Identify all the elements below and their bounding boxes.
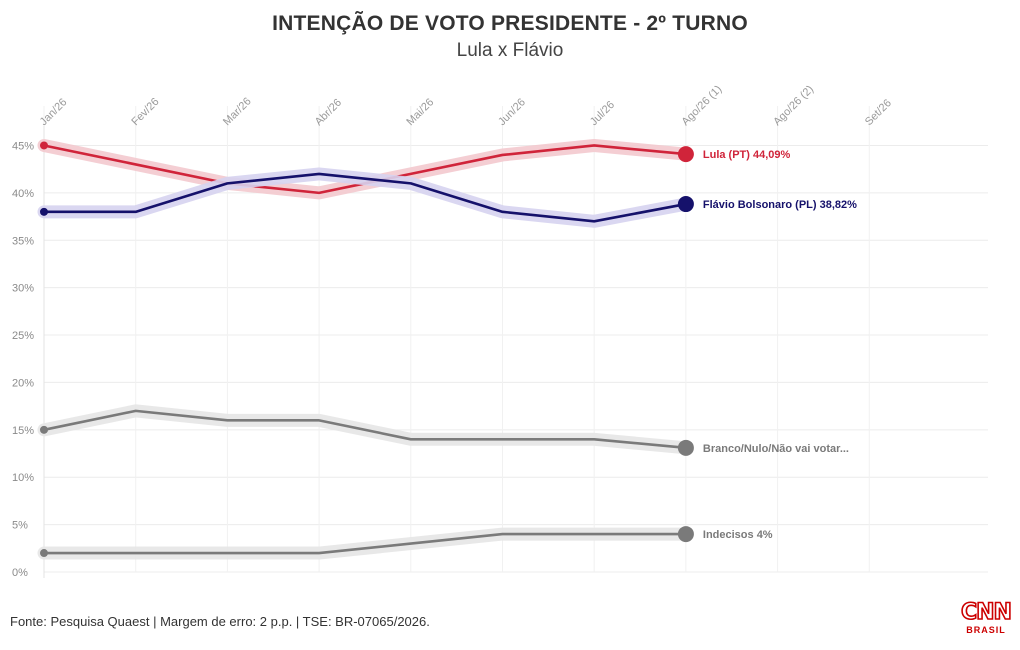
y-tick-label: 25% [12,330,34,342]
series-end-label: Lula (PT) 44,09% [703,149,791,161]
chart-subtitle: Lula x Flávio [456,40,564,61]
series-line [42,172,688,223]
start-point [40,207,48,216]
x-tick-label: Fev/26 [129,96,161,128]
logo-brand: CNN [960,600,1013,625]
cnn-brasil-logo: CNN BRASIL [958,600,1014,642]
source-note: Fonte: Pesquisa Quaest | Margem de erro:… [10,614,430,629]
end-point [677,439,694,456]
x-tick-label: Jan/26 [38,96,70,128]
y-tick-label: 20% [12,377,34,389]
series-halo [37,527,693,560]
series-halo [37,138,693,200]
series-end-label: Indecisos 4% [703,529,773,541]
series-end-label: Branco/Nulo/Não vai votar... [703,443,849,455]
end-point [677,196,694,213]
line-chart: 0% 5% 10% 15% 20% 25% 30% 35% 40% 45% Jan/26 Fev/26… [12,83,988,579]
y-tick-label: 45% [12,140,34,152]
logo-region: BRASIL [966,625,1006,635]
x-tick-label: Ago/26 (2) [771,83,816,128]
y-tick-label: 15% [12,425,34,437]
y-tick-label: 0% [12,567,28,579]
end-point [677,146,694,163]
x-tick-label: Jun/26 [496,96,528,128]
x-tick-label: Abr/26 [313,97,344,128]
y-tick-label: 40% [12,188,34,200]
y-tick-label: 5% [12,520,28,532]
y-tick-label: 35% [12,235,34,247]
start-point [40,549,48,558]
start-point [40,425,48,434]
series-halo [37,167,693,228]
chart-title: INTENÇÃO DE VOTO PRESIDENTE - 2º TURNO [272,12,748,35]
x-tick-label: Ago/26 (1) [680,83,725,128]
end-point [677,526,694,543]
x-tick-label: Mai/26 [404,96,436,128]
series-end-label: Flávio Bolsonaro (PL) 38,82% [703,199,857,211]
series-line [42,409,688,450]
x-tick-label: Jul/26 [588,99,617,128]
start-point [40,141,48,150]
x-tick-label: Mar/26 [221,95,254,128]
y-tick-label: 30% [12,283,34,295]
series-line [42,532,688,555]
y-tick-label: 10% [12,472,34,484]
x-tick-label: Set/26 [863,97,894,128]
